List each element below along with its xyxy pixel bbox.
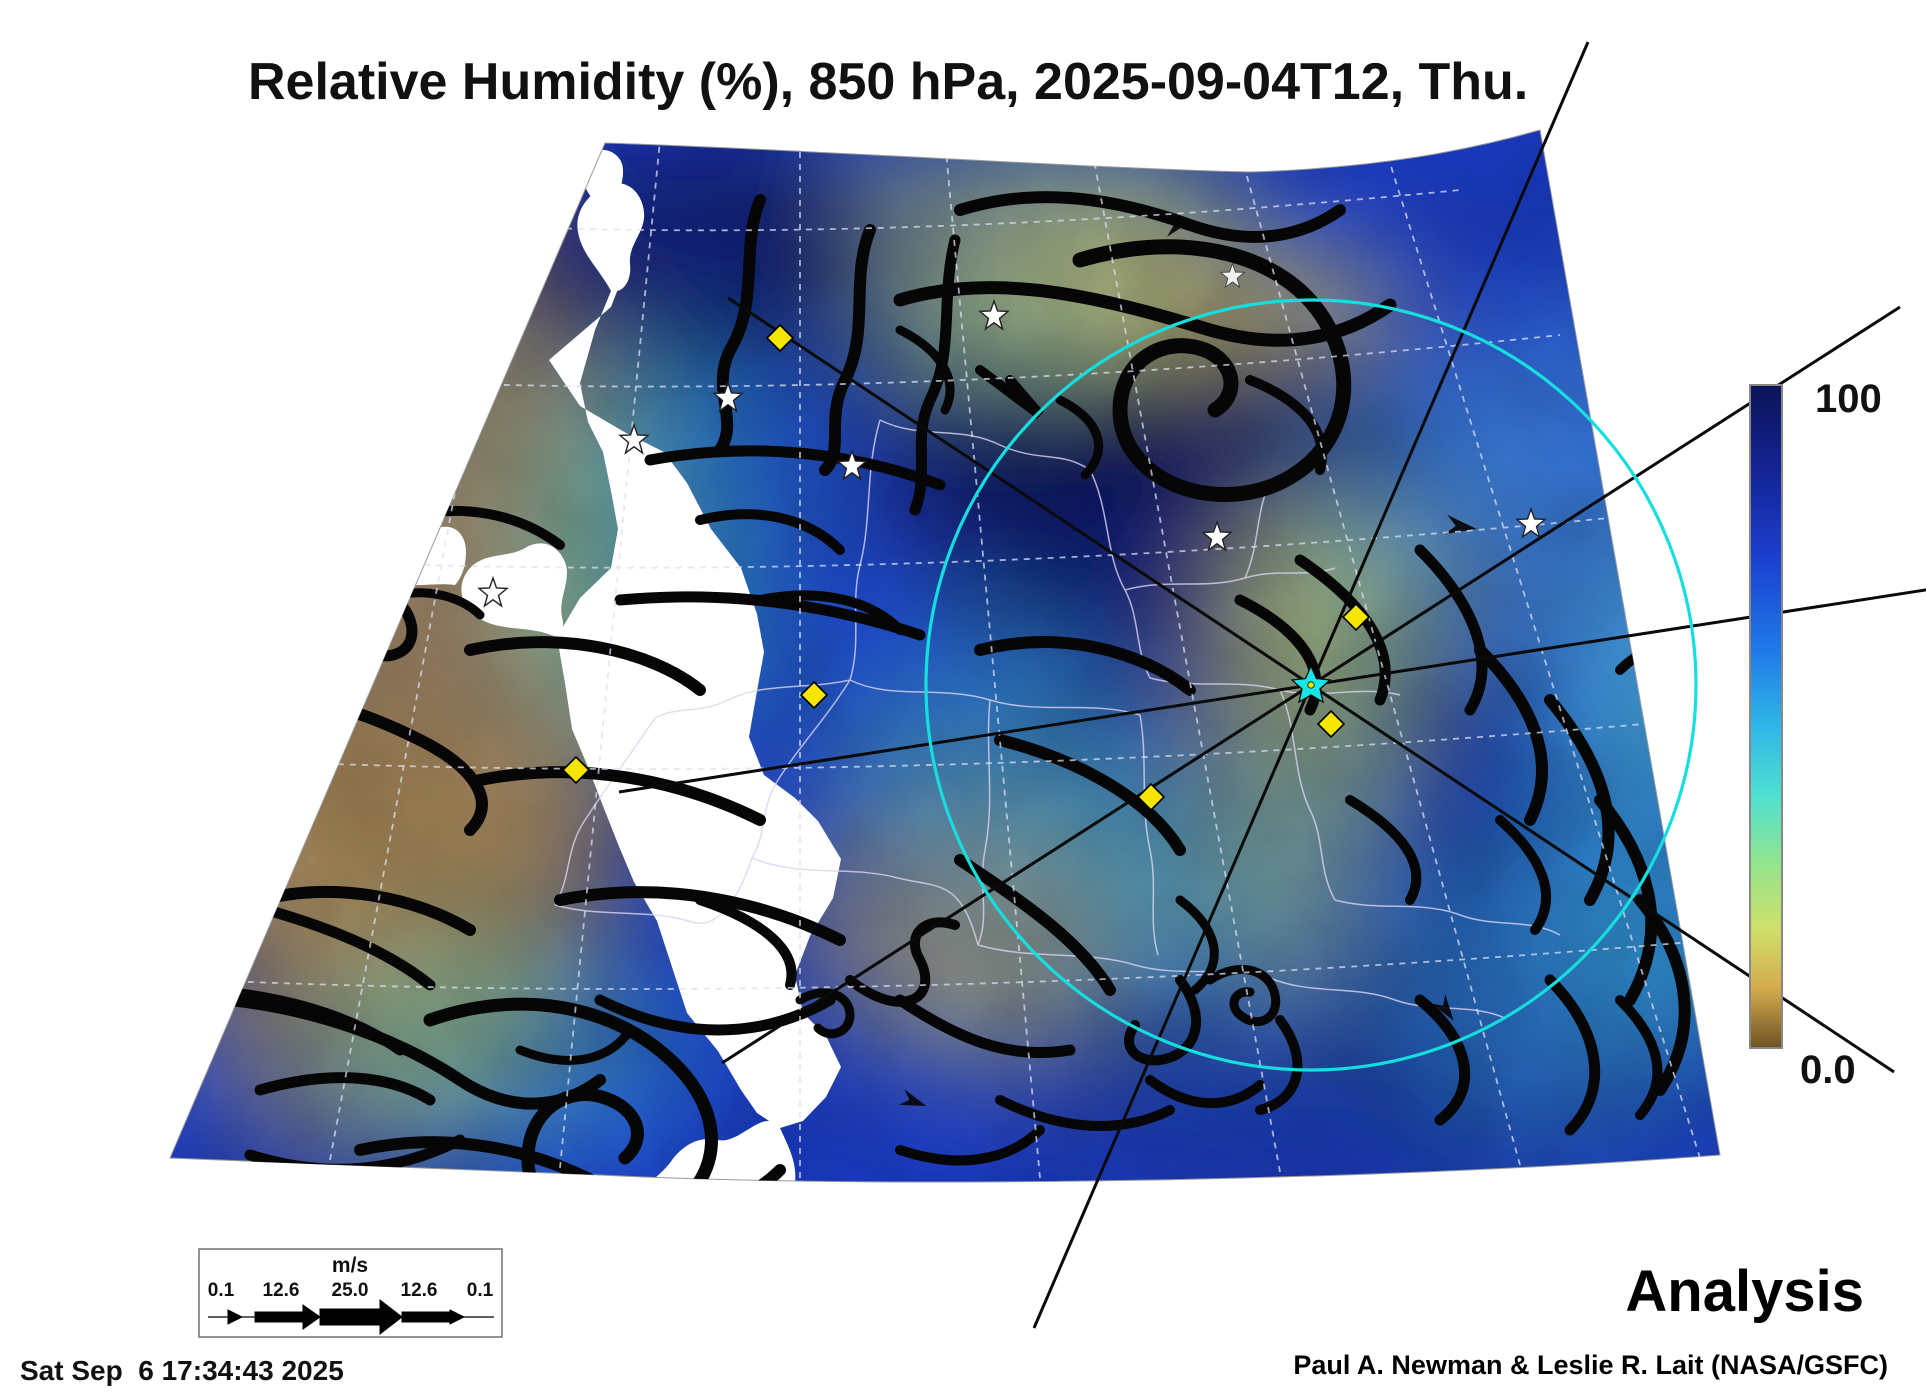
svg-text:12.6: 12.6 [401, 1280, 438, 1301]
svg-text:25.0: 25.0 [332, 1280, 369, 1301]
svg-text:0.1: 0.1 [467, 1280, 494, 1301]
svg-text:0.0: 0.0 [1800, 1048, 1856, 1092]
svg-text:100: 100 [1815, 377, 1882, 421]
svg-text:12.6: 12.6 [263, 1280, 300, 1301]
svg-text:m/s: m/s [332, 1254, 368, 1277]
svg-text:0.1: 0.1 [208, 1280, 235, 1301]
